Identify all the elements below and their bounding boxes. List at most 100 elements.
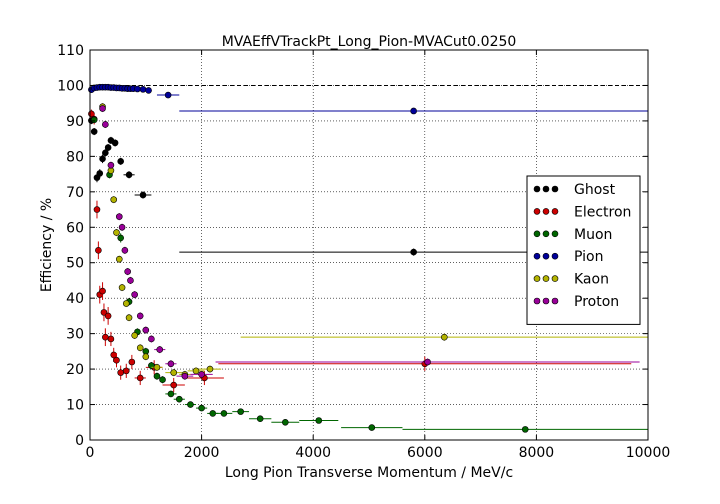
data-point: [107, 161, 115, 169]
data-point: [153, 364, 161, 371]
legend-item-kaon: Kaon: [533, 272, 609, 288]
legend-marker: [533, 275, 541, 282]
data-point: [127, 277, 134, 284]
y-tick-label: 100: [57, 78, 84, 94]
data-point: [134, 85, 141, 93]
y-tick-label: 40: [66, 291, 84, 307]
data-point: [139, 191, 147, 199]
data-point: [107, 335, 115, 343]
legend-label: Kaon: [574, 272, 609, 288]
data-point: [93, 206, 101, 213]
legend-label: Muon: [574, 227, 612, 243]
data-point: [117, 158, 124, 165]
data-point: [125, 171, 133, 179]
data-point: [128, 358, 136, 366]
data-point: [424, 358, 431, 366]
legend-marker: [551, 208, 559, 215]
series-kaon: [99, 103, 648, 378]
data-point: [104, 144, 112, 151]
y-tick-label: 80: [66, 149, 84, 165]
series-proton: [99, 104, 640, 380]
x-axis-label: Long Pion Transverse Momentum / MeV/c: [225, 465, 513, 481]
data-point: [111, 139, 119, 147]
data-point: [90, 128, 98, 135]
data-point: [192, 367, 200, 375]
legend-marker: [542, 275, 550, 282]
y-tick-label: 90: [66, 114, 84, 130]
data-point: [368, 424, 376, 431]
legend-item-electron: Electron: [533, 204, 631, 220]
x-tick-label: 0: [86, 445, 95, 461]
data-point: [136, 312, 144, 320]
legend-label: Proton: [574, 294, 619, 310]
legend-marker: [533, 297, 541, 305]
data-point: [209, 410, 217, 417]
data-point: [206, 365, 214, 373]
legend-label: Electron: [574, 204, 631, 220]
data-point: [410, 107, 417, 115]
plot-frame: [89, 49, 649, 441]
y-tick-label: 50: [66, 256, 84, 272]
data-point: [122, 300, 130, 307]
data-point: [145, 87, 152, 94]
y-tick-label: 20: [66, 362, 84, 378]
data-point: [142, 353, 150, 360]
data-point: [181, 372, 189, 380]
x-tick-label: 6000: [407, 445, 443, 461]
x-tick-label: 4000: [295, 445, 331, 461]
y-tick-label: 10: [66, 398, 84, 414]
legend-marker: [551, 275, 559, 282]
data-point: [148, 335, 155, 343]
legend-item-pion: Pion: [533, 249, 603, 265]
data-point: [104, 312, 112, 320]
data-point: [118, 284, 126, 291]
legend-marker: [533, 208, 541, 215]
data-point: [139, 86, 147, 93]
data-point: [110, 196, 118, 203]
data-point: [136, 344, 144, 352]
legend-marker: [542, 252, 550, 260]
series-pion: [88, 83, 648, 115]
data-point: [117, 369, 124, 376]
series-electron: [88, 109, 632, 393]
legend-marker: [542, 185, 550, 193]
legend-label: Pion: [574, 249, 603, 265]
legend-marker: [551, 297, 559, 305]
data-point: [124, 268, 131, 275]
data-point: [99, 105, 106, 112]
data-point: [131, 332, 138, 339]
data-point: [441, 333, 448, 341]
data-point: [142, 326, 150, 334]
data-point: [156, 346, 164, 353]
data-point: [410, 248, 417, 256]
data-point: [170, 381, 177, 389]
data-point: [167, 360, 175, 368]
y-tick-label: 60: [66, 220, 84, 236]
data-point: [117, 234, 124, 242]
data-point: [164, 91, 172, 99]
data-point: [99, 155, 106, 163]
x-tick-label: 10000: [626, 445, 671, 461]
data-point: [99, 287, 106, 295]
data-point: [198, 404, 205, 412]
data-point: [118, 223, 126, 231]
data-point: [187, 401, 194, 408]
legend-marker: [542, 230, 550, 238]
data-point: [121, 247, 129, 254]
data-point: [113, 356, 120, 364]
data-point: [281, 418, 289, 426]
data-point: [125, 314, 133, 321]
legend-marker: [533, 185, 541, 193]
data-point: [521, 426, 529, 433]
data-layer: [88, 83, 648, 433]
data-point: [102, 333, 109, 341]
data-point: [102, 149, 109, 157]
data-point: [198, 371, 205, 378]
data-point: [131, 291, 138, 298]
legend-marker: [551, 230, 559, 238]
y-axis-label: Efficiency / %: [39, 198, 55, 292]
legend-item-muon: Muon: [533, 227, 612, 243]
data-point: [256, 415, 264, 423]
data-point: [237, 408, 244, 415]
data-point: [115, 213, 123, 220]
